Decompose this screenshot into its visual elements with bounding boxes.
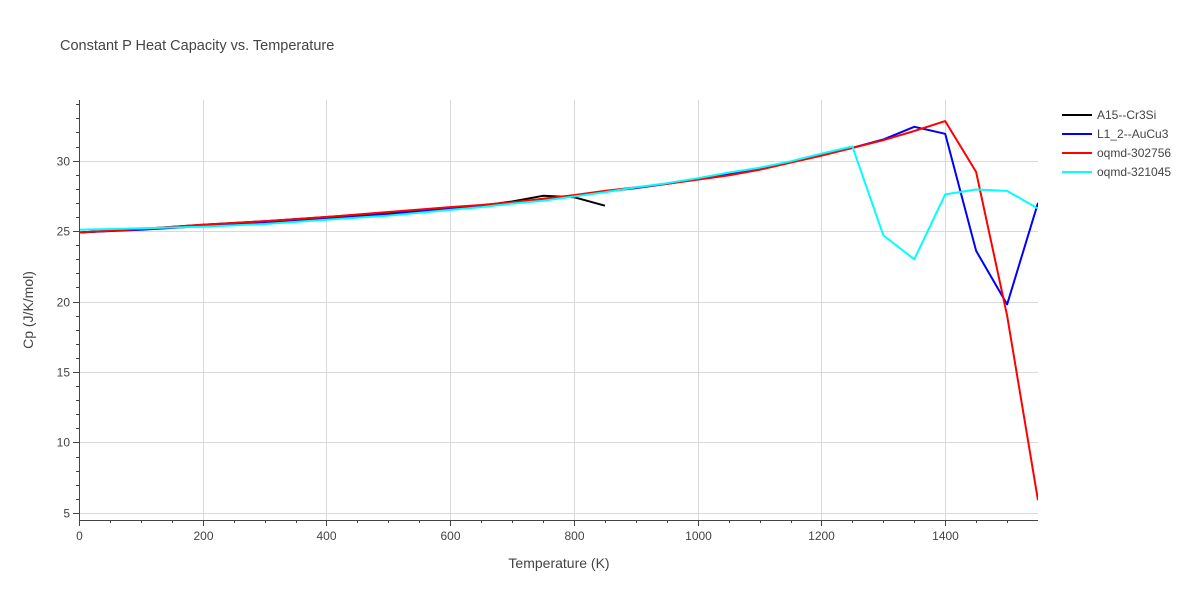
y-tick-label: 25	[57, 225, 71, 239]
y-tick-label: 10	[57, 436, 71, 450]
legend-label: oqmd-321045	[1097, 165, 1171, 179]
x-tick-label: 1400	[932, 529, 959, 543]
y-tick-label: 5	[63, 507, 70, 521]
x-tick-label: 1200	[808, 529, 835, 543]
legend-item[interactable]: oqmd-321045	[1062, 165, 1171, 179]
x-tick-label: 800	[564, 529, 584, 543]
legend-label: A15--Cr3Si	[1097, 108, 1156, 122]
x-tick-label: 400	[316, 529, 336, 543]
legend-label: oqmd-302756	[1097, 146, 1171, 160]
y-axis-title: Cp (J/K/mol)	[20, 271, 36, 349]
axes	[79, 100, 1038, 521]
series-line-oqmd-321045	[79, 145, 1038, 261]
plot-area	[79, 120, 1038, 501]
y-tick-label: 15	[57, 366, 71, 380]
legend[interactable]: A15--Cr3Si L1_2--AuCu3 oqmd-302756 oqmd-321…	[1062, 108, 1171, 179]
chart-title: Constant P Heat Capacity vs. Temperature	[60, 38, 334, 54]
x-axis-title: Temperature (K)	[508, 555, 609, 571]
x-tick-label: 0	[76, 529, 83, 543]
legend-item[interactable]: L1_2--AuCu3	[1062, 127, 1169, 141]
y-tick-label: 20	[57, 296, 71, 310]
x-ticks: 0 200 400 600 800 1000 1200 1400	[76, 520, 1008, 543]
x-tick-label: 200	[193, 529, 213, 543]
legend-item[interactable]: A15--Cr3Si	[1062, 108, 1156, 122]
gridlines	[79, 100, 1038, 520]
x-tick-label: 600	[440, 529, 460, 543]
legend-item[interactable]: oqmd-302756	[1062, 146, 1171, 160]
series-line-oqmd-302756	[79, 120, 1038, 501]
x-tick-label: 1000	[685, 529, 712, 543]
legend-label: L1_2--AuCu3	[1097, 127, 1169, 141]
series-line-l1-2-aucu3	[79, 125, 1038, 306]
y-ticks: 5 10 15 20 25 30	[57, 104, 79, 521]
y-tick-label: 30	[57, 155, 71, 169]
